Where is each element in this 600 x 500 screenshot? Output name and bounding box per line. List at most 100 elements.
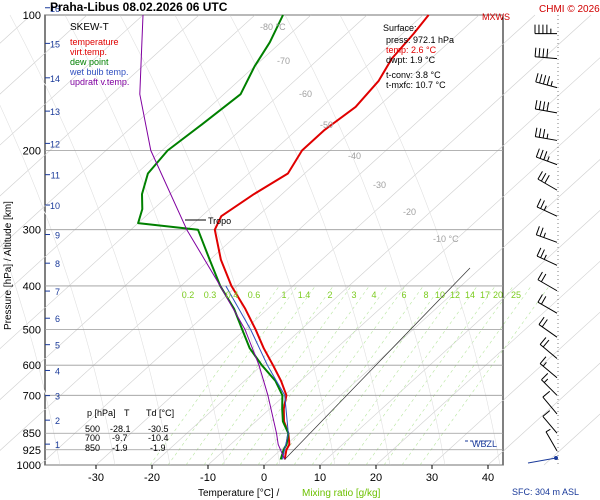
wind-barb-flag [546, 133, 549, 139]
surface-temp: temp: 2.6 °C [386, 45, 437, 55]
wind-barb-flag [543, 232, 546, 238]
pressure-tick-label: 600 [23, 360, 41, 372]
wind-barb [535, 108, 558, 114]
wind-barb-flag [535, 148, 540, 158]
isotherm-label: -30 [373, 180, 386, 190]
wind-barb [545, 431, 558, 452]
altitude-tick-label: 8 [55, 259, 60, 269]
wind-barb-flag [536, 247, 542, 257]
wind-barb-flag [535, 73, 539, 83]
isotherm-label: -50 [320, 120, 333, 130]
wind-barb [542, 416, 558, 434]
profile-wet-bulb-temp- [225, 285, 289, 460]
wind-barb-flag [543, 205, 547, 211]
wind-barb-flag [542, 101, 546, 111]
surface-title: Surface: [383, 23, 417, 33]
legend-item-updraft: updraft v.temp. [70, 77, 129, 87]
isotherm-line [39, 14, 536, 466]
legend-item-dew-point: dew point [70, 57, 109, 67]
wind-barb-flag [536, 198, 542, 208]
altitude-tick-label: 16 [50, 4, 60, 14]
wind-barb-flag [539, 149, 544, 159]
mixing-ratio-label: 25 [511, 290, 521, 300]
temp-tick-label: 30 [426, 472, 438, 484]
wind-barb-flag [541, 319, 548, 328]
tropopause-label: Tropo [208, 216, 231, 226]
dry-adiabat [174, 14, 336, 466]
isotherm-line [0, 14, 144, 146]
mixing-ratio-line [329, 284, 461, 466]
isotherm-line [0, 14, 424, 400]
table-cell: 700 [85, 433, 100, 443]
wind-barb-flag [542, 390, 551, 398]
table-cell: 500 [85, 424, 100, 434]
altitude-tick-label: 15 [50, 39, 60, 49]
pressure-tick-label: 400 [23, 281, 41, 293]
pressure-tick-label: 850 [23, 428, 41, 440]
wind-barb-flag [547, 156, 550, 162]
wind-barb [536, 234, 558, 243]
wind-barb-flag [542, 129, 546, 139]
altitude-tick-label: 14 [50, 74, 60, 84]
wind-barb-flag [542, 339, 550, 348]
dry-adiabat [9, 14, 171, 466]
table-cell: -9.7 [112, 433, 128, 443]
table-cell: -10.4 [148, 433, 169, 443]
isotherm-label: -80 °C [260, 22, 286, 32]
mixing-ratio-label: 14 [465, 290, 475, 300]
altitude-tick-label: 1 [55, 440, 60, 450]
isotherm-label: -20 [403, 207, 416, 217]
isotherm-line [95, 14, 592, 466]
wind-barb-flag [542, 362, 547, 367]
surface-wind-dot [554, 456, 558, 460]
altitude-tick-label: 2 [55, 416, 60, 426]
sfc-label: SFC: 304 m ASL [512, 487, 579, 497]
wind-barb-flag [539, 227, 544, 237]
pressure-tick-label: 700 [23, 390, 41, 402]
mixing-ratio-line [419, 284, 551, 466]
surface-press: press: 972.1 hPa [386, 35, 454, 45]
pressure-tick-label: 300 [23, 225, 41, 237]
wind-barb-flag [538, 128, 542, 138]
isotherm-line [263, 159, 600, 466]
legend-title: SKEW-T [70, 22, 109, 33]
mixing-ratio-label: 0.6 [248, 290, 261, 300]
wind-barb-flag [542, 48, 545, 58]
surface-tmxfc: t-mxfc: 10.7 °C [386, 80, 446, 90]
wind-barb-flag [538, 100, 542, 110]
wind-barb-flag [540, 249, 545, 258]
mixing-ratio-label: 12 [450, 290, 460, 300]
isotherm-label: -40 [348, 151, 361, 161]
mixing-ratio-line [365, 284, 497, 466]
altitude-tick-label: 5 [55, 341, 60, 351]
wind-barb-flag [543, 378, 549, 383]
isotherm-line [0, 14, 312, 299]
isotherm-label: -60 [299, 89, 312, 99]
mixing-ratio-line [203, 284, 335, 466]
isotherm-label: -70 [277, 56, 290, 66]
mixing-ratio-label: 17 [480, 290, 490, 300]
mixing-ratio-title: Mixing ratio [g/kg] [302, 488, 381, 499]
isotherm-line [151, 57, 600, 466]
isotherm-line [0, 14, 256, 248]
mixing-ratio-line [293, 284, 425, 466]
altitude-tick-label: 6 [55, 314, 60, 324]
mixing-ratio-label: 0.2 [182, 290, 195, 300]
table-cell: -30.5 [148, 424, 169, 434]
temp-tick-label: -20 [144, 472, 160, 484]
mixing-ratio-label: 0.3 [204, 290, 217, 300]
temp-tick-label: 10 [314, 472, 326, 484]
wind-barb [538, 324, 558, 338]
wind-barb-flag [534, 127, 538, 137]
mixing-ratio-line [401, 284, 533, 466]
table-header-td: Td [°C] [146, 408, 174, 418]
mixing-ratio-label: 6 [401, 290, 406, 300]
wind-barb [537, 279, 558, 292]
isotherm-line [431, 311, 600, 466]
dry-adiabat [284, 14, 446, 466]
wind-barb-flag [539, 337, 547, 345]
mixing-ratio-line [149, 284, 281, 466]
table-header-p: p [hPa] [87, 408, 116, 418]
isotherm-line [0, 14, 200, 197]
